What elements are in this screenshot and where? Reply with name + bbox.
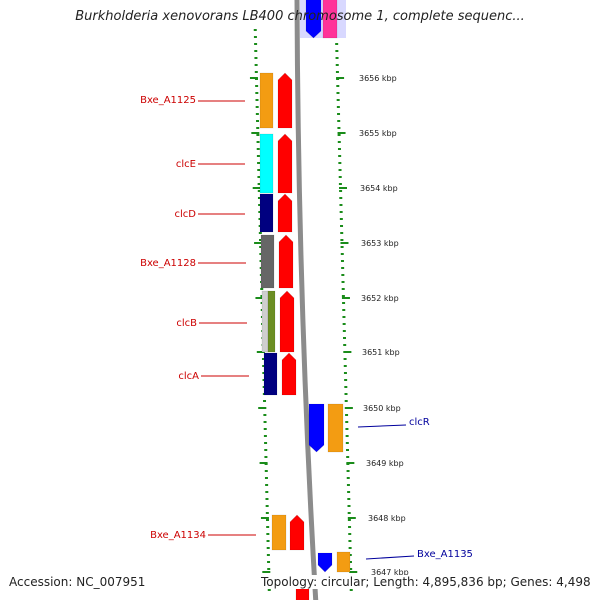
- gene-box: [336, 551, 351, 573]
- gene-arrow: [278, 234, 294, 289]
- gene-label-Bxe_A1128[interactable]: Bxe_A1128: [140, 258, 196, 269]
- gene-box: [322, 0, 338, 39]
- gene-label-Bxe_A1134[interactable]: Bxe_A1134: [150, 530, 206, 541]
- label-leader-line: [365, 555, 415, 560]
- gene-arrow: [305, 0, 322, 39]
- backbone-curve: [294, 0, 319, 600]
- gene-features: [259, 0, 351, 600]
- gene-box: [261, 290, 269, 353]
- gene-label-Bxe_A1125[interactable]: Bxe_A1125: [140, 95, 196, 106]
- gene-box: [267, 290, 276, 353]
- gene-label-Bxe_A1135[interactable]: Bxe_A1135: [417, 549, 473, 560]
- chromosome-backbone: [294, 0, 319, 600]
- gene-box: [259, 72, 274, 129]
- gene-label-clcA[interactable]: clcA: [178, 371, 199, 382]
- gene-box: [271, 514, 287, 551]
- gene-arrow: [277, 72, 293, 129]
- gene-arrow: [277, 133, 293, 194]
- scale-tick-label: 3650 kbp: [363, 404, 401, 413]
- scale-tick-label: 3647 kbp: [371, 568, 409, 577]
- gene-label-clcD[interactable]: clcD: [175, 209, 197, 220]
- gene-box: [327, 403, 344, 453]
- gene-label-clcE[interactable]: clcE: [176, 159, 196, 170]
- gene-arrow: [317, 552, 333, 573]
- scale-tick-label: 3656 kbp: [359, 74, 397, 83]
- map-title: Burkholderia xenovorans LB400 chromosome…: [75, 9, 525, 24]
- gene-box: [263, 352, 278, 396]
- scale-tick-label: 3655 kbp: [359, 129, 397, 138]
- gene-arrow: [281, 352, 297, 396]
- right-tick-marks: [334, 29, 358, 591]
- accession-text: Accession: NC_007951: [9, 575, 146, 589]
- scale-tick-label: 3654 kbp: [360, 184, 398, 193]
- scale-tick-label: 3649 kbp: [366, 459, 404, 468]
- gene-arrow: [279, 290, 295, 353]
- gene-arrow: [308, 403, 325, 453]
- gene-label-clcB[interactable]: clcB: [176, 318, 197, 329]
- topology-summary: Topology: circular; Length: 4,895,836 bp…: [261, 575, 591, 589]
- gene-box: [260, 234, 275, 289]
- scale-tick-label: 3651 kbp: [362, 348, 400, 357]
- scale-tick-label: 3652 kbp: [361, 294, 399, 303]
- gene-labels: Bxe_A1125 clcE clcD Bxe_A1128 clcB clcA Bxe_A1…: [140, 95, 473, 560]
- gene-box: [259, 133, 274, 194]
- scale-tick-label: 3648 kbp: [368, 514, 406, 523]
- label-leader-line: [357, 424, 407, 428]
- gene-arrow: [289, 514, 305, 551]
- gene-arrow: [277, 193, 293, 233]
- gene-label-clcR[interactable]: clcR: [409, 417, 430, 428]
- scale-labels: 3656 kbp 3655 kbp 3654 kbp 3653 kbp 3652 kbp…: [359, 74, 409, 577]
- gene-box: [259, 193, 274, 233]
- scale-tick-label: 3653 kbp: [361, 239, 399, 248]
